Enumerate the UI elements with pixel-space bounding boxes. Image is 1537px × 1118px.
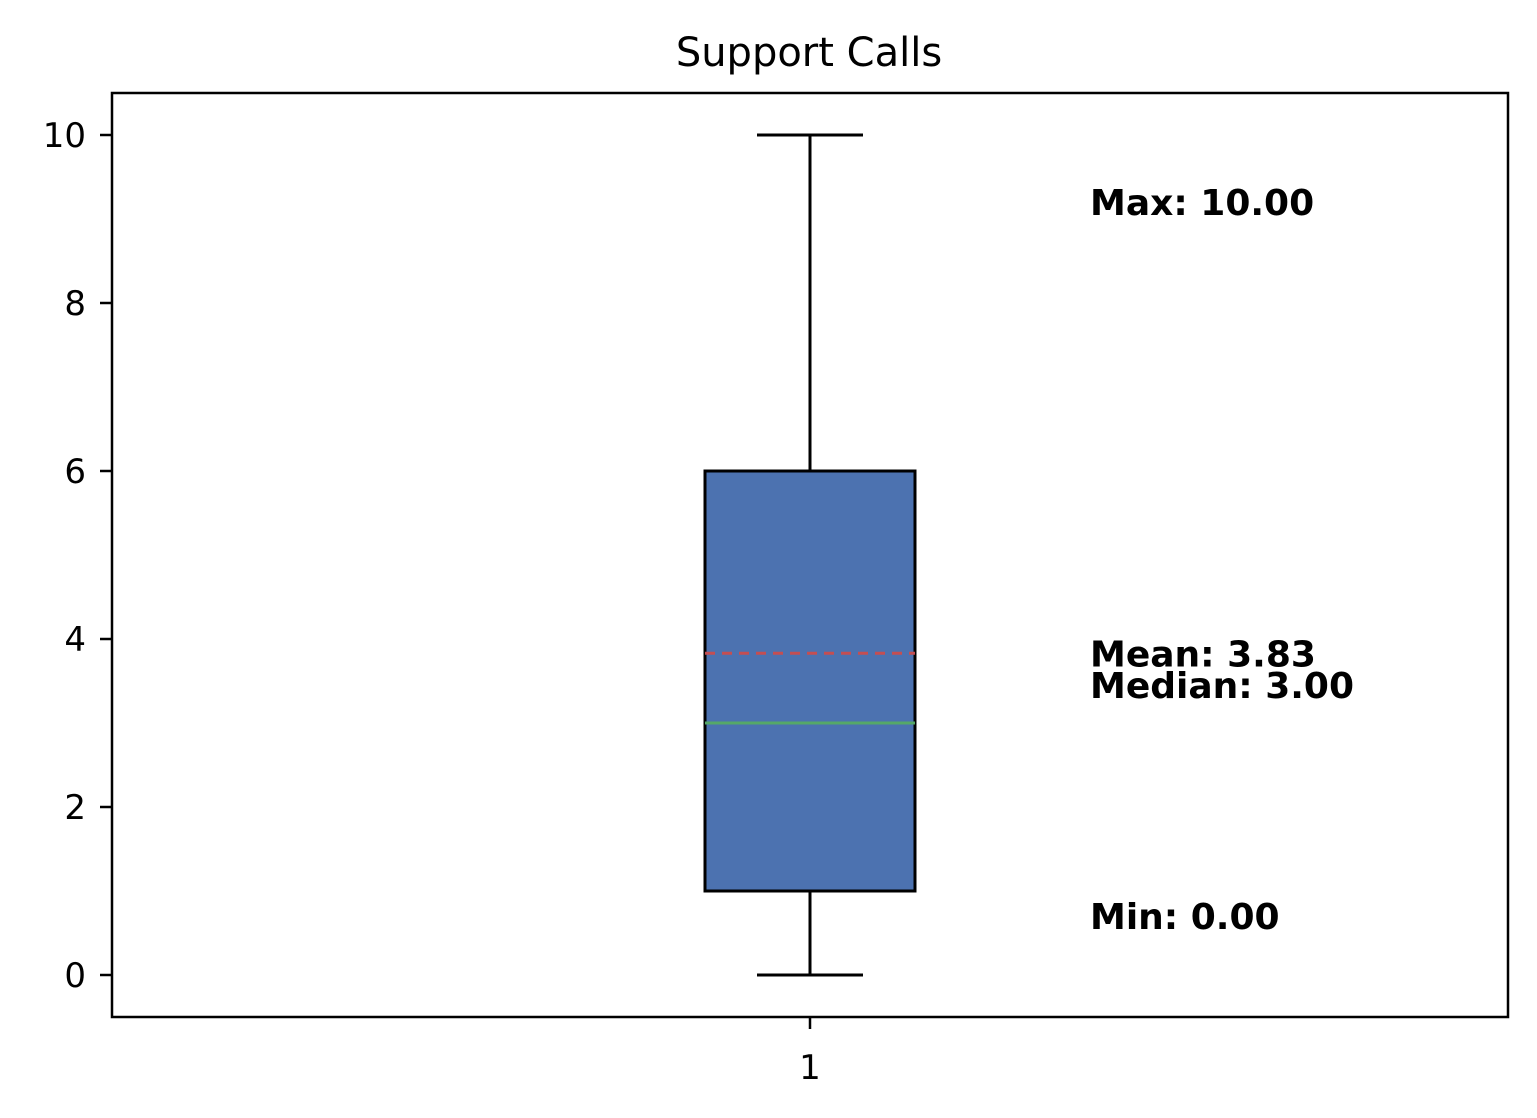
y-tick-label: 10 (43, 116, 86, 156)
max-annotation: Max: 10.00 (1090, 183, 1314, 224)
y-tick-label: 0 (64, 956, 86, 996)
y-tick-label: 2 (64, 788, 86, 828)
iqr-box (703, 469, 917, 893)
min-annotation: Min: 0.00 (1090, 897, 1280, 938)
y-tick-label: 6 (64, 452, 86, 492)
y-tick-label: 4 (64, 620, 86, 660)
y-tick-label: 8 (64, 284, 86, 324)
y-axis: 0 2 4 6 8 10 (43, 116, 112, 996)
chart-title: Support Calls (676, 30, 942, 76)
box-group (703, 133, 917, 977)
median-annotation: Median: 3.00 (1090, 666, 1354, 707)
mean-annotation: Mean: 3.83 (1090, 634, 1316, 675)
x-axis: 1 (799, 1017, 821, 1088)
x-tick-label: 1 (799, 1048, 821, 1088)
